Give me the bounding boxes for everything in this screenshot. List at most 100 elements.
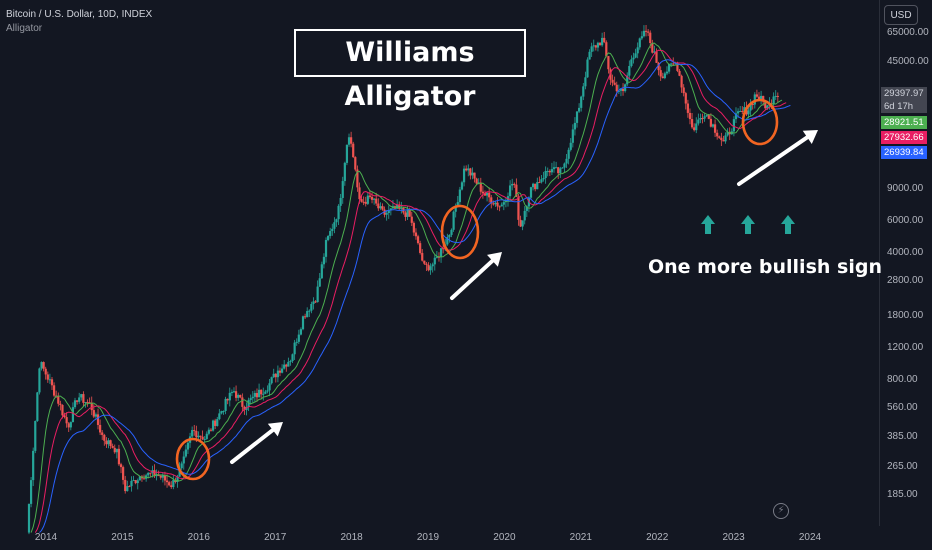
candle-body	[513, 183, 516, 185]
candle-body	[772, 96, 775, 105]
candle-body	[184, 449, 187, 457]
candle-body	[481, 191, 484, 194]
candle-body	[360, 199, 363, 202]
candle-body	[751, 103, 754, 105]
candle-body	[366, 195, 369, 204]
candle-body	[508, 185, 512, 197]
time-tick: 2014	[34, 532, 58, 543]
candle-body	[59, 403, 62, 405]
candle-body	[494, 202, 497, 205]
candle-body	[128, 486, 131, 488]
candle-body	[314, 301, 317, 303]
candle-body	[408, 209, 411, 217]
price-tick: 560.00	[887, 401, 918, 413]
candle-body	[485, 192, 489, 196]
candle-body	[203, 438, 206, 440]
up-arrow-icon	[701, 215, 715, 224]
candle-body	[736, 111, 740, 114]
candle-body	[580, 96, 583, 108]
candle-body	[260, 389, 263, 395]
candle-body	[437, 256, 441, 258]
candle-body	[232, 391, 236, 393]
candle-body	[529, 187, 533, 198]
candle-body	[596, 42, 600, 48]
candle-body	[632, 57, 635, 60]
candle-body	[684, 93, 687, 104]
candle-body	[373, 198, 376, 200]
price-tick: 65000.00	[887, 27, 929, 38]
candle-body	[34, 420, 37, 451]
candle-body	[264, 391, 267, 394]
candle-body	[161, 475, 164, 478]
candle-body	[38, 368, 41, 393]
candle-body	[230, 392, 233, 394]
candle-body	[607, 56, 610, 70]
candle-body	[381, 206, 384, 210]
candle-body	[389, 208, 392, 211]
candle-body	[78, 397, 81, 402]
candle-body	[76, 400, 79, 402]
candle-body	[410, 216, 413, 223]
candle-body	[446, 237, 449, 245]
candle-body	[588, 51, 591, 60]
price-tick: 2800.00	[887, 274, 924, 286]
candle-body	[709, 118, 712, 127]
candle-body	[274, 373, 277, 378]
currency-button[interactable]: USD	[884, 5, 918, 25]
candle-body	[283, 364, 286, 369]
candle-body	[475, 178, 478, 184]
lightning-icon[interactable]: ⚡	[773, 503, 789, 519]
candle-body	[193, 430, 196, 432]
candle-body	[327, 236, 330, 241]
candle-body	[642, 30, 646, 37]
candle-body	[483, 193, 487, 196]
candle-body	[67, 423, 70, 428]
candle-body	[429, 266, 432, 271]
candle-body	[617, 90, 620, 92]
candle-body	[435, 256, 438, 258]
candle-body	[197, 435, 200, 438]
candle-body	[107, 440, 110, 445]
candle-body	[387, 210, 390, 214]
candle-body	[262, 393, 265, 395]
candle-body	[550, 169, 554, 173]
candle-body	[170, 485, 173, 488]
candle-body	[454, 206, 457, 212]
candle-body	[705, 115, 708, 117]
candle-body	[471, 172, 474, 176]
candle-body	[699, 118, 702, 120]
candle-body	[759, 95, 763, 100]
candle-body	[649, 32, 652, 44]
candle-body	[301, 316, 305, 330]
candle-body	[406, 209, 409, 217]
candle-body	[362, 201, 365, 203]
candle-body	[147, 472, 150, 476]
candle-body	[703, 116, 706, 119]
candle-body	[598, 42, 602, 46]
candle-body	[460, 182, 464, 190]
candle-body	[299, 329, 303, 335]
candle-body	[195, 430, 198, 438]
candle-body	[594, 45, 597, 48]
candle-body	[734, 113, 738, 120]
candle-body	[433, 257, 436, 265]
candle-body	[96, 414, 100, 425]
candle-body	[462, 168, 466, 183]
candle-body	[216, 419, 219, 426]
candle-body	[385, 213, 388, 215]
time-tick: 2015	[111, 532, 134, 543]
candle-body	[569, 142, 572, 150]
time-tick: 2018	[340, 532, 363, 543]
candle-body	[71, 407, 75, 423]
candle-body	[266, 390, 269, 392]
candle-body	[101, 432, 104, 435]
candle-body	[764, 101, 767, 109]
candle-body	[448, 234, 451, 238]
candle-body	[544, 170, 547, 179]
candle-body	[345, 144, 349, 163]
candle-body	[354, 157, 357, 170]
price-badge: 26939.84	[881, 146, 927, 159]
candle-body	[335, 219, 338, 223]
